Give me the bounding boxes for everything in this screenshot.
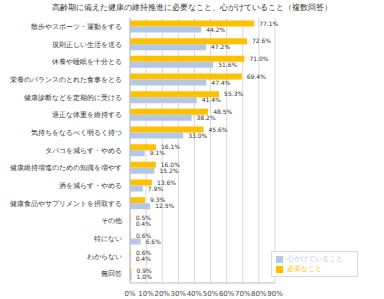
svg-text:90%: 90%	[267, 290, 283, 298]
svg-text:0.5%: 0.5%	[135, 213, 152, 221]
svg-text:51.6%: 51.6%	[218, 61, 237, 68]
svg-text:無回答: 無回答	[101, 270, 122, 278]
svg-text:44.2%: 44.2%	[206, 26, 225, 33]
svg-text:13.6%: 13.6%	[156, 178, 176, 186]
svg-text:71.0%: 71.0%	[249, 55, 268, 62]
svg-text:69.4%: 69.4%	[247, 73, 266, 80]
svg-text:47.4%: 47.4%	[211, 79, 230, 86]
svg-text:10%: 10%	[138, 290, 154, 298]
svg-text:0.6%: 0.6%	[136, 231, 152, 239]
svg-text:栄養のバランスのとれた食事をとる: 栄養のバランスのとれた食事をとる	[10, 76, 122, 84]
svg-text:0%: 0%	[124, 290, 135, 298]
svg-text:47.2%: 47.2%	[211, 43, 230, 50]
svg-text:20%: 20%	[154, 290, 170, 298]
svg-text:0.6%: 0.6%	[136, 249, 152, 257]
svg-text:健康診断などを定期的に受ける: 健康診断などを定期的に受ける	[24, 94, 122, 102]
svg-text:健康維持増進のための知識を増やす: 健康維持増進のための知識を増やす	[10, 163, 122, 172]
svg-text:77.1%: 77.1%	[259, 20, 278, 27]
html-text:高齢期に備えた健康の維持推進に必要なこと、心がけていること（: 高齢期に備えた健康の維持推進に必要なこと、心がけていること（複数回答）	[52, 3, 332, 12]
svg-text:80%: 80%	[251, 290, 267, 298]
svg-text:45.6%: 45.6%	[208, 126, 227, 133]
svg-text:16.0%: 16.0%	[160, 160, 180, 168]
svg-text:60%: 60%	[219, 290, 235, 298]
html-text:必要なこと: 必要なこと	[287, 265, 322, 273]
svg-text:散歩やスポーツ・運動をする: 散歩やスポーツ・運動をする	[31, 23, 122, 31]
svg-text:30%: 30%	[171, 290, 187, 298]
svg-text:72.6%: 72.6%	[252, 37, 271, 44]
svg-text:6.6%: 6.6%	[146, 238, 162, 245]
svg-text:健康食品やサプリメントを摂取する: 健康食品やサプリメントを摂取する	[10, 200, 122, 208]
svg-text:その他: その他	[101, 217, 122, 225]
svg-text:70%: 70%	[235, 290, 251, 298]
svg-text:7.9%: 7.9%	[148, 185, 164, 192]
svg-text:規則正しい生活を送る: 規則正しい生活を送る	[52, 41, 122, 49]
svg-text:適正な体重を維持する: 適正な体重を維持する	[52, 111, 122, 119]
svg-text:48.5%: 48.5%	[213, 108, 232, 115]
svg-text:16.1%: 16.1%	[160, 143, 180, 151]
svg-text:0.9%: 0.9%	[136, 266, 152, 274]
svg-text:タバコを減らす・やめる: タバコを減らす・やめる	[45, 147, 122, 155]
svg-text:特にない: 特にない	[94, 235, 122, 243]
svg-text:わからない: わからない	[87, 253, 122, 261]
svg-text:40%: 40%	[187, 290, 203, 298]
svg-text:1.0%: 1.0%	[137, 273, 153, 280]
svg-text:12.5%: 12.5%	[155, 202, 174, 209]
svg-text:酒を減らす・やめる: 酒を減らす・やめる	[59, 182, 122, 190]
svg-text:気持ちをなるべく明るく持つ: 気持ちをなるべく明るく持つ	[31, 129, 122, 137]
svg-text:50%: 50%	[203, 290, 219, 298]
html-text:心がけていること: 心がけていること	[287, 255, 343, 263]
svg-text:33.0%: 33.0%	[188, 132, 207, 139]
svg-text:55.3%: 55.3%	[224, 90, 243, 97]
svg-text:41.4%: 41.4%	[202, 96, 221, 103]
svg-text:0.4%: 0.4%	[136, 220, 152, 227]
svg-text:休養や睡眠を十分とる: 休養や睡眠を十分とる	[52, 58, 122, 66]
svg-text:38.2%: 38.2%	[197, 114, 216, 121]
svg-text:9.3%: 9.3%	[150, 196, 166, 204]
svg-text:15.2%: 15.2%	[159, 167, 178, 174]
svg-text:9.1%: 9.1%	[150, 149, 166, 156]
svg-text:0.4%: 0.4%	[136, 255, 152, 262]
